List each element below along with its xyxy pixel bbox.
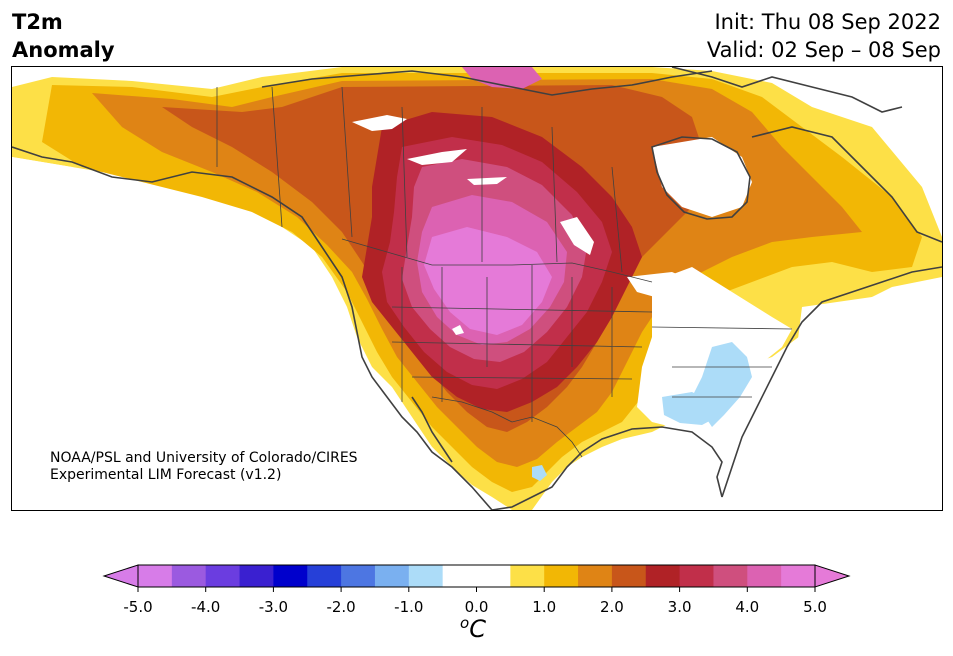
forecast-dates: Init: Thu 08 Sep 2022 Valid: 02 Sep – 08… bbox=[707, 8, 941, 64]
lake-athabasca bbox=[467, 177, 507, 185]
coastline-gulf bbox=[491, 426, 723, 510]
map-title-line1: T2m bbox=[12, 10, 63, 34]
colorbar-bin bbox=[307, 565, 342, 587]
border-states bbox=[391, 265, 793, 422]
credit-text: NOAA/PSL and University of Colorado/CIRE… bbox=[50, 450, 358, 484]
credit-line2: Experimental LIM Forecast (v1.2) bbox=[50, 467, 282, 483]
lake-great-slave bbox=[407, 149, 467, 165]
political-borders bbox=[216, 86, 793, 458]
colorbar-tick-label: 5.0 bbox=[803, 598, 827, 616]
colorbar-bin bbox=[781, 565, 816, 587]
colorbar-bin bbox=[747, 565, 782, 587]
valid-range: Valid: 02 Sep – 08 Sep bbox=[706, 38, 941, 62]
anomaly-cool-georgia bbox=[662, 392, 717, 425]
anomaly-neutral-pacific bbox=[12, 157, 152, 217]
colorbar-tick-label: 0.0 bbox=[465, 598, 489, 616]
colorbar-over-arrow bbox=[814, 564, 851, 588]
colorbar-tick-label: -3.0 bbox=[259, 598, 288, 616]
coastline-baja bbox=[411, 396, 453, 463]
map-title: T2m Anomaly bbox=[12, 8, 115, 64]
unit-letter: C bbox=[469, 615, 486, 643]
degree-symbol: o bbox=[460, 614, 470, 632]
map-title-line2: Anomaly bbox=[12, 38, 115, 62]
colorbar-bin bbox=[442, 565, 477, 587]
coastlines bbox=[12, 67, 942, 510]
anomaly-neutral-gulf bbox=[552, 437, 712, 510]
anomaly-neutral-hudson bbox=[652, 137, 752, 217]
colorbar-bin bbox=[544, 565, 579, 587]
colorbar-bin bbox=[138, 565, 173, 587]
coastline-hudson bbox=[651, 136, 751, 220]
colorbar-bin bbox=[679, 565, 714, 587]
colorbar-bin bbox=[171, 565, 207, 587]
colorbar-bin bbox=[578, 565, 613, 587]
colorbar-unit: oC bbox=[460, 614, 486, 643]
coastline-labrador bbox=[751, 126, 942, 243]
colorbar-under-arrow bbox=[102, 564, 139, 588]
great-lakes bbox=[627, 272, 772, 329]
lake-winnipeg bbox=[560, 217, 594, 255]
colorbar-tick-label: 2.0 bbox=[600, 598, 624, 616]
colorbar-tick-label: -5.0 bbox=[123, 598, 152, 616]
colorbar-bin bbox=[611, 565, 647, 587]
colorbar-bin bbox=[239, 565, 274, 587]
colorbar-tick-label: -1.0 bbox=[394, 598, 423, 616]
anomaly-neutral-pacific-south bbox=[12, 217, 482, 510]
colorbar-tick-label: 1.0 bbox=[532, 598, 556, 616]
colorbar-bins bbox=[138, 565, 816, 587]
salt-lake bbox=[452, 325, 464, 335]
map-svg bbox=[12, 67, 942, 510]
credit-line1: NOAA/PSL and University of Colorado/CIRE… bbox=[50, 450, 358, 466]
anomaly-cool-mexico bbox=[532, 465, 547, 481]
border-us-canada bbox=[216, 87, 653, 283]
anomaly-arctic-blob bbox=[462, 67, 542, 89]
coastline-arctic bbox=[261, 70, 713, 96]
coastline-islands bbox=[671, 67, 903, 113]
colorbar-bin bbox=[476, 565, 511, 587]
colorbar-bin bbox=[510, 565, 545, 587]
colorbar-tick-label: -2.0 bbox=[326, 598, 355, 616]
colorbar-bin bbox=[205, 565, 241, 587]
colorbar-bin bbox=[408, 565, 444, 587]
border-us-mexico bbox=[431, 396, 583, 458]
colorbar-bin bbox=[341, 565, 376, 587]
colorbar-bin bbox=[645, 565, 681, 587]
coastline-alaska bbox=[12, 146, 493, 510]
coastline-east bbox=[721, 266, 942, 498]
colorbar-bin bbox=[273, 565, 308, 587]
border-provinces bbox=[271, 86, 623, 273]
colorbar-bin bbox=[713, 565, 748, 587]
colorbar-tick-label: -4.0 bbox=[191, 598, 220, 616]
lake-great-bear bbox=[352, 115, 407, 131]
anomaly-map: NOAA/PSL and University of Colorado/CIRE… bbox=[11, 66, 943, 511]
colorbar-bin bbox=[374, 565, 410, 587]
colorbar-tick-label: 3.0 bbox=[668, 598, 692, 616]
colorbar-ticks: -5.0 -4.0 -3.0 -2.0 -1.0 0.0 1.0 2.0 3.0 4.0 5.0 bbox=[123, 587, 827, 616]
colorbar-tick-label: 4.0 bbox=[735, 598, 759, 616]
init-date: Init: Thu 08 Sep 2022 bbox=[714, 10, 941, 34]
anomaly-neutral-atlantic bbox=[712, 282, 942, 510]
